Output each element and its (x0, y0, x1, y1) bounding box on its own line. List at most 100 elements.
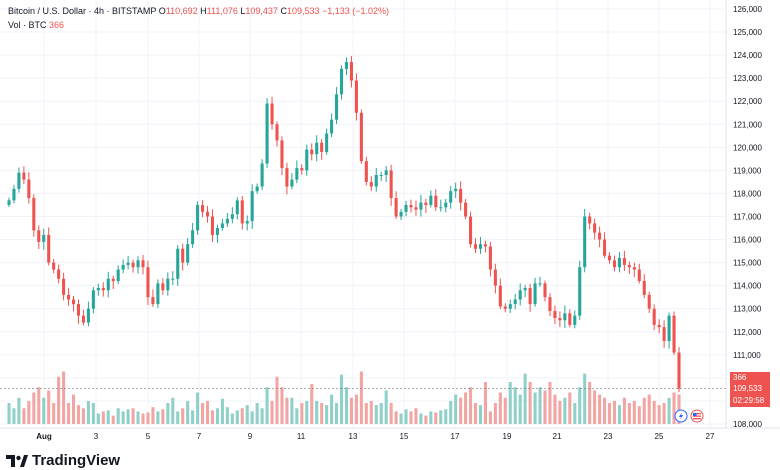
volume-bar (389, 403, 393, 424)
candle-body (300, 168, 304, 171)
candles (7, 56, 681, 392)
volume-bar (513, 387, 517, 424)
candle-body (42, 234, 46, 242)
volume-bar (434, 412, 438, 424)
candle-body (399, 211, 403, 217)
candle-body (191, 230, 195, 245)
candle-body (533, 283, 537, 305)
volume-bar (652, 400, 656, 424)
candle-body (196, 204, 200, 231)
candle-body (76, 304, 81, 316)
volume-bar (156, 411, 160, 424)
volume-bar (598, 394, 602, 424)
volume-bar (493, 403, 497, 424)
candle-body (677, 352, 681, 389)
volume-bar (106, 410, 110, 424)
volume-bar (419, 413, 423, 424)
volume-legend[interactable]: Vol · BTC 366 (8, 20, 64, 30)
y-tick-label: 116,000 (733, 236, 762, 245)
candle-body (151, 297, 155, 305)
tradingview-logo-icon (6, 454, 28, 467)
volume-bar (310, 384, 314, 424)
volume-bar (91, 403, 95, 424)
time-axis[interactable]: Aug 3 5 7 9 11 13 15 17 19 21 23 25 27 (36, 432, 715, 441)
candle-body (205, 211, 210, 217)
x-tick-label: 3 (94, 432, 99, 441)
candle-body (612, 260, 617, 268)
candle-body (141, 260, 145, 268)
symbol-legend[interactable]: Bitcoin / U.S. Dollar · 4h · BITSTAMP O1… (8, 6, 389, 16)
volume-bar (52, 403, 56, 424)
x-tick-label: 15 (400, 432, 409, 441)
candle-body (275, 124, 279, 141)
candle-body (469, 216, 473, 245)
candle-body (488, 246, 492, 270)
candle-body (161, 283, 165, 291)
volume-bar (359, 371, 363, 424)
candle-body (473, 244, 478, 249)
volume-bar (330, 394, 334, 424)
y-tick-label: 119,000 (733, 166, 762, 175)
candle-body (444, 202, 448, 208)
candle-body (121, 264, 125, 270)
volume-bar (210, 410, 215, 424)
y-tick-label: 123,000 (733, 74, 762, 83)
x-tick-label: 11 (297, 432, 306, 441)
volume-bar (76, 405, 81, 424)
candle-body (230, 214, 234, 219)
candle-body (47, 234, 51, 263)
candle-body (508, 304, 512, 309)
volume-bar (409, 411, 413, 424)
volume-bar (81, 408, 85, 424)
candle-body (106, 278, 110, 291)
y-tick-label: 118,000 (733, 189, 762, 198)
volume-bar (161, 409, 165, 424)
candle-body (652, 308, 656, 325)
volume-bar (558, 400, 562, 424)
candle-body (250, 191, 254, 222)
volume-bar (404, 409, 408, 424)
volume-bar (349, 397, 353, 424)
candle-body (374, 175, 378, 187)
candle-body (280, 140, 284, 169)
flag-icon[interactable] (690, 409, 704, 423)
candle-body (240, 200, 244, 224)
volume-bar (543, 390, 547, 424)
volume-bar (42, 397, 46, 424)
candle-body (270, 103, 274, 125)
volume-bar (32, 392, 36, 424)
candle-body (116, 269, 120, 282)
tradingview-logo[interactable]: TradingView (6, 452, 120, 469)
volume-bar (478, 405, 483, 424)
lightning-icon[interactable] (674, 409, 688, 423)
candle-body (503, 306, 507, 309)
x-tick-label: 27 (706, 432, 715, 441)
volume-bar (62, 371, 66, 424)
chart-grid (0, 0, 726, 428)
volume-bar (235, 410, 239, 424)
volume-bar (672, 392, 676, 424)
candle-body (662, 327, 666, 341)
y-tick-label: 122,000 (733, 97, 762, 106)
candle-body (265, 103, 269, 164)
volume-bar (191, 410, 195, 424)
volume-bar (384, 390, 388, 424)
volume-bar (116, 408, 120, 424)
candle-body (369, 181, 373, 187)
volume-bar (205, 400, 210, 424)
volume-bar (275, 376, 279, 424)
volume-bar (215, 408, 219, 424)
y-tick-label: 117,000 (733, 213, 762, 222)
candle-body (210, 216, 215, 235)
candle-body (126, 262, 130, 265)
candle-body (593, 223, 597, 233)
volume-bar (642, 397, 646, 424)
candle-body (404, 204, 408, 212)
x-tick-label: Aug (36, 432, 52, 441)
volume-bar (583, 373, 587, 424)
candle-body (459, 188, 463, 203)
volume-bar (454, 394, 458, 424)
candle-body (111, 278, 115, 282)
price-axis[interactable]: 108,000109,000110,000111,000112,000113,0… (733, 5, 762, 429)
